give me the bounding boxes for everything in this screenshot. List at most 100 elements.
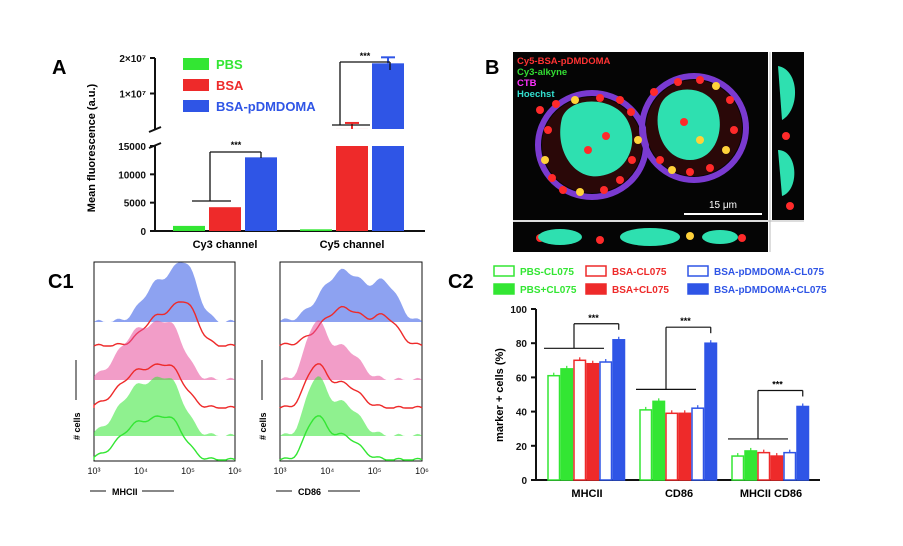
histogram-xtick-label: 10⁴: [134, 466, 148, 476]
chart-a-bar: [300, 229, 332, 231]
micrograph-puncta: [650, 88, 658, 96]
micrograph-puncta: [616, 96, 624, 104]
micrograph-puncta: [730, 126, 738, 134]
chart-c2-legend-swatch: [586, 284, 606, 294]
histogram-xtick-label: 10³: [87, 466, 100, 476]
chart-c2-legend-label: BSA-pDMDOMA+CL075: [714, 285, 827, 296]
scalebar-label: 15 μm: [709, 200, 737, 211]
chart-c2-sig-label: ***: [680, 316, 691, 326]
chart-a-legend-label: BSA-pDMDOMA: [216, 99, 316, 114]
panel-label-c1: C1: [48, 271, 74, 293]
chart-c2-bar: [587, 364, 599, 480]
micrograph-puncta: [782, 132, 790, 140]
chart-c2-bar: [679, 413, 691, 480]
micrograph: 15 μm Cy5-BSA-pDMDOMACy3-alkyneCTBHoechs…: [513, 52, 804, 252]
panel-label-a: A: [52, 57, 66, 79]
chart-a-legend-label: BSA: [216, 78, 244, 93]
chart-a-ytick-label: 5000: [124, 199, 147, 210]
chart-c2-bar: [600, 362, 612, 480]
chart-a-ylabel: Mean fluorescence (a.u.): [86, 83, 98, 212]
micrograph-puncta: [680, 118, 688, 126]
histogram-xtick-label: 10⁴: [320, 466, 334, 476]
chart-c2-ytick-label: 20: [516, 442, 528, 453]
chart-a-bar: [173, 226, 205, 231]
chart-a-ytick-label: 15000: [118, 142, 146, 153]
chart-c2-bar: [705, 343, 717, 480]
panel-label-b: B: [485, 57, 499, 79]
chart-c2-legend-label: BSA-pDMDOMA-CL075: [714, 267, 824, 278]
chart-c2-category-label: MHCII: [571, 488, 602, 500]
micrograph-puncta: [571, 96, 579, 104]
micrograph-puncta: [786, 202, 794, 210]
micrograph-puncta: [584, 146, 592, 154]
histogram-curve: [280, 269, 422, 322]
chart-c2-bar: [732, 456, 744, 480]
micrograph-puncta: [656, 156, 664, 164]
chart-c2-legend-label: BSA+CL075: [612, 285, 669, 296]
histogram-xlabel: MHCII: [112, 487, 138, 497]
chart-c2-bar: [771, 456, 783, 480]
micrograph-puncta: [634, 136, 642, 144]
micrograph-puncta: [616, 176, 624, 184]
chart-a-legend-swatch: [183, 58, 209, 70]
micrograph-puncta: [668, 166, 676, 174]
micrograph-puncta: [544, 126, 552, 134]
chart-c2-legend-swatch: [494, 266, 514, 276]
chart-a-bar: [209, 207, 241, 231]
histogram-xtick-label: 10⁵: [368, 466, 382, 476]
chart-c2-bar: [640, 410, 652, 480]
chart-a-category-label: Cy5 channel: [320, 239, 385, 251]
micrograph-puncta: [541, 156, 549, 164]
micrograph-puncta: [722, 146, 730, 154]
chart-c2-bar: [745, 451, 757, 480]
micrograph-puncta: [696, 76, 704, 84]
histogram-xtick-label: 10⁶: [415, 466, 429, 476]
chart-c2-ytick-label: 100: [510, 305, 527, 316]
chart-a-ytick-label: 1×10⁷: [119, 90, 146, 101]
micrograph-puncta: [536, 106, 544, 114]
chart-a-category-label: Cy3 channel: [193, 239, 258, 251]
chart-c2-sig-label: ***: [588, 313, 599, 323]
chart-c2-legend-swatch: [688, 284, 708, 294]
chart-a-legend-swatch: [183, 79, 209, 91]
micrograph-puncta: [559, 186, 567, 194]
chart-c2-bar: [561, 369, 573, 480]
micrograph-puncta: [696, 136, 704, 144]
chart-a-sig-1: ***: [231, 140, 242, 150]
chart-c2-bar: [784, 453, 796, 480]
chart-c2-bar: [574, 360, 586, 480]
chart-c2-ytick-label: 0: [521, 476, 527, 487]
chart-a-bar-lower: [336, 146, 368, 231]
histogram-xlabel: CD86: [298, 487, 321, 497]
micrograph-legend-label: Hoechst: [517, 89, 555, 100]
micrograph-puncta: [627, 108, 635, 116]
micrograph-puncta: [596, 94, 604, 102]
chart-a-ytick-label: 0: [140, 227, 146, 238]
chart-c2-legend-label: PBS+CL075: [520, 285, 577, 296]
histogram-ylabel: # cells: [258, 412, 268, 440]
chart-c2-bar: [666, 413, 678, 480]
chart-c2-ytick-label: 60: [516, 373, 528, 384]
micrograph-puncta: [686, 232, 694, 240]
histogram-curve: [280, 320, 422, 380]
chart-c2-legend-swatch: [494, 284, 514, 294]
chart-c2-bar: [653, 401, 665, 480]
panel-label-c2: C2: [448, 271, 474, 293]
micrograph-puncta: [674, 78, 682, 86]
micrograph-puncta: [628, 156, 636, 164]
histogram-ylabel: # cells: [72, 412, 82, 440]
chart-a-legend-label: PBS: [216, 57, 243, 72]
micrograph-legend-label: Cy5-BSA-pDMDOMA: [517, 56, 611, 67]
micrograph-puncta: [576, 188, 584, 196]
micrograph-puncta: [686, 168, 694, 176]
micrograph-puncta: [548, 174, 556, 182]
histogram-xtick-label: 10⁵: [181, 466, 195, 476]
chart-c2-category-label: MHCII CD86: [740, 488, 802, 500]
micrograph-legend-label: Cy3-alkyne: [517, 67, 567, 78]
micrograph-legend-label: CTB: [517, 78, 537, 89]
micrograph-puncta: [706, 164, 714, 172]
chart-a-bar: [245, 157, 277, 231]
chart-a-ytick-label: 10000: [118, 170, 146, 181]
histogram-curve: [94, 262, 235, 322]
